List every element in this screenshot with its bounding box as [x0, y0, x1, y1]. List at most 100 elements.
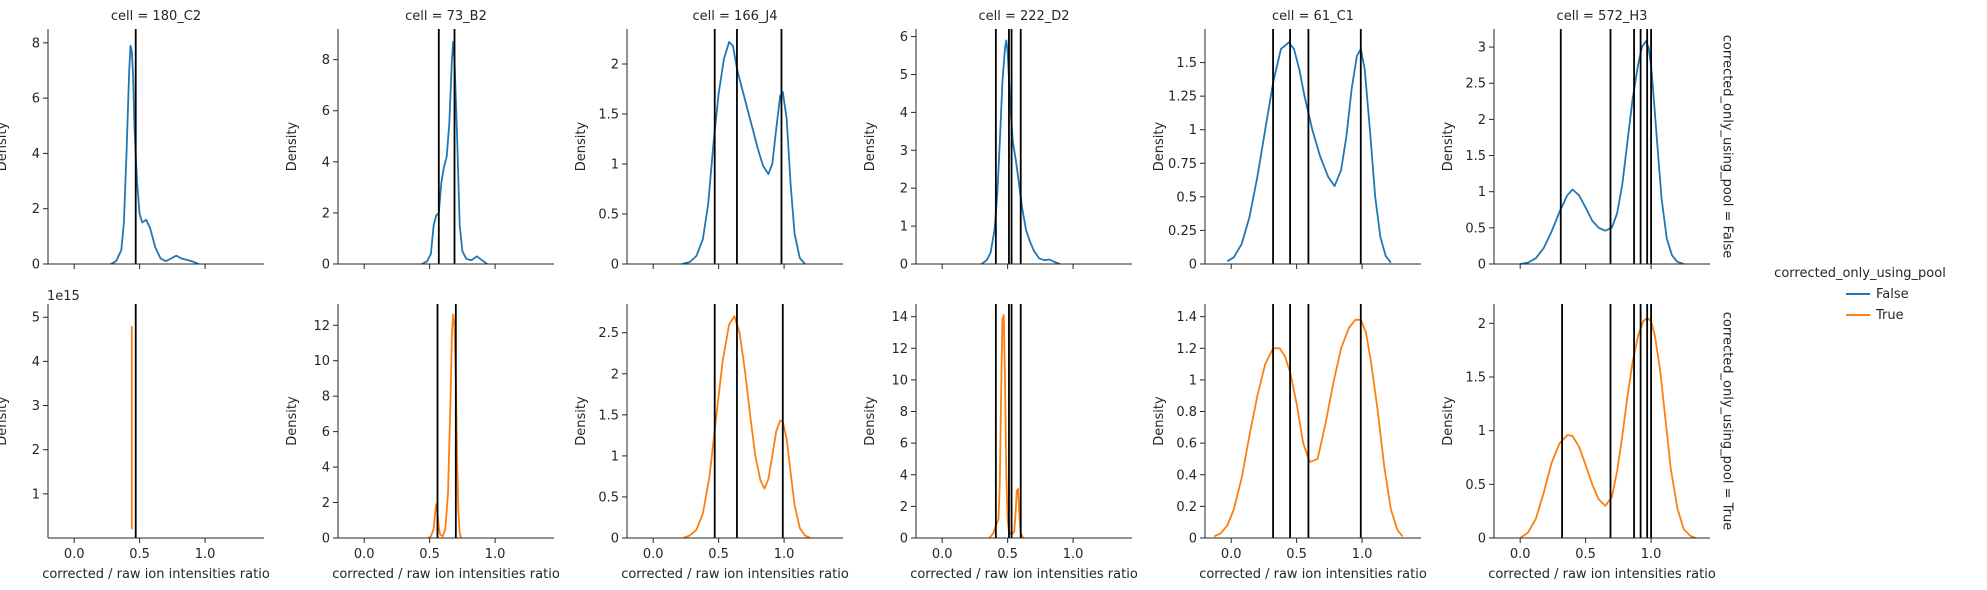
y-tick-label: 12	[313, 319, 330, 334]
y-tick-label: 4	[322, 461, 330, 476]
y-axis-label: Density	[285, 121, 300, 171]
y-tick-label: 5	[900, 68, 908, 83]
x-tick-label: 1.0	[485, 547, 506, 562]
y-tick-label: 0.5	[1176, 190, 1197, 205]
kde-curve-true	[1519, 317, 1696, 539]
y-tick-label: 2	[32, 202, 40, 217]
y-tick-label: 8	[900, 405, 908, 420]
y-axis-label: Density	[0, 396, 10, 446]
legend-label-false: False	[1876, 287, 1909, 302]
panel-61_C1-row0: cell = 61_C1 0 0.25 0.5 0.75 1 1.25 1.5 Density	[1152, 9, 1421, 273]
kde-curve-false	[110, 44, 199, 265]
y-tick-label: 0	[1189, 258, 1197, 273]
y-tick-label: 0.5	[598, 490, 619, 505]
y-tick-label: 1.4	[1176, 310, 1197, 325]
y-tick-label: 4	[322, 155, 330, 170]
y-tick-label: 6	[322, 425, 330, 440]
y-tick-label: 2	[900, 500, 908, 515]
y-tick-label: 2.5	[598, 326, 619, 341]
y-tick-label: 4	[32, 147, 40, 162]
y-tick-label: 0	[611, 532, 619, 547]
y-tick-label: 1	[32, 487, 40, 502]
y-tick-label: 1	[611, 449, 619, 464]
y-tick-label: 0.75	[1168, 157, 1197, 172]
y-tick-label: 1.2	[1176, 342, 1197, 357]
panel-222_D2-row1: 0 2 4 6 8 10 12 14 Density 0.0 0.5 1.0 corrected / r…	[863, 304, 1138, 582]
panel-166_J4-row0: cell = 166_J4 0 0.5 1 1.5 2 Density	[574, 9, 843, 273]
y-tick-label: 2	[1478, 317, 1486, 332]
x-tick-label: 0.5	[708, 547, 729, 562]
y-axis-label: Density	[1441, 396, 1456, 446]
y-tick-label: 1	[900, 220, 908, 235]
y-tick-label: 12	[891, 342, 908, 357]
row-label-0: corrected_only_using_pool = False	[1720, 35, 1735, 258]
y-tick-label: 10	[891, 373, 908, 388]
y-tick-label: 0	[611, 258, 619, 273]
panel-title: cell = 222_D2	[978, 9, 1069, 24]
row-label-1: corrected_only_using_pool = True	[1720, 312, 1735, 530]
kde-curve-true	[1213, 318, 1404, 538]
x-tick-label: 1.0	[1352, 547, 1373, 562]
x-axis-label: corrected / raw ion intensities ratio	[42, 567, 270, 582]
y-tick-label: 0.5	[598, 208, 619, 223]
panel-166_J4-row1: 0 0.5 1 1.5 2 2.5 Density 0.0 0.5 1.0 corrected / …	[574, 304, 849, 582]
y-tick-label: 0	[1478, 532, 1486, 547]
y-tick-label: 1.5	[598, 108, 619, 123]
x-tick-label: 1.0	[195, 547, 216, 562]
y-tick-label: 0	[32, 258, 40, 273]
legend-label-true: True	[1875, 308, 1904, 323]
y-tick-label: 8	[322, 53, 330, 68]
panel-180_C2-row1: 1 2 3 4 5 1e15 Density 0.0 0.5 1.0 corrected / raw…	[0, 289, 270, 582]
y-tick-label: 2	[611, 58, 619, 73]
kde-curve-false	[421, 40, 488, 265]
facet-panels: corrected_only_using_pool = False correct…	[0, 9, 1735, 582]
y-tick-label: 5	[32, 311, 40, 326]
x-tick-label: 0.0	[64, 547, 85, 562]
y-tick-label: 0.8	[1176, 405, 1197, 420]
y-tick-label: 0	[322, 258, 330, 273]
panel-title: cell = 572_H3	[1557, 9, 1648, 24]
y-tick-label: 0.5	[1465, 478, 1486, 493]
y-tick-label: 3	[32, 399, 40, 414]
legend-title: corrected_only_using_pool	[1774, 266, 1946, 281]
y-tick-label: 0	[1478, 258, 1486, 273]
x-axis-label: corrected / raw ion intensities ratio	[1199, 567, 1427, 582]
y-offset-label: 1e15	[47, 289, 80, 304]
y-tick-label: 0.4	[1176, 468, 1197, 483]
y-tick-label: 0.6	[1176, 437, 1197, 452]
y-axis-label: Density	[574, 121, 589, 171]
y-axis-label: Density	[285, 396, 300, 446]
y-tick-label: 0.2	[1176, 500, 1197, 515]
y-axis-label: Density	[1441, 121, 1456, 171]
x-tick-label: 1.0	[1063, 547, 1084, 562]
panel-572_H3-row1: 0 0.5 1 1.5 2 Density 0.0 0.5 1.0 corrected / raw…	[1441, 304, 1716, 582]
panel-572_H3-row0: cell = 572_H3 0 0.5 1 1.5 2 2.5 3 Density	[1441, 9, 1710, 273]
y-tick-label: 1.5	[1465, 370, 1486, 385]
x-tick-label: 0.5	[419, 547, 440, 562]
x-tick-label: 1.0	[774, 547, 795, 562]
y-tick-label: 0	[900, 532, 908, 547]
kde-curve-false	[1226, 41, 1392, 264]
y-axis-label: Density	[863, 396, 878, 446]
panel-180_C2-row0: cell = 180_C2 0 2 4 6 8 Density	[0, 9, 264, 273]
x-tick-label: 0.0	[1221, 547, 1242, 562]
y-tick-label: 2	[322, 496, 330, 511]
kde-curve-true	[988, 314, 1025, 539]
x-tick-label: 0.0	[932, 547, 953, 562]
y-tick-label: 8	[322, 390, 330, 405]
y-tick-label: 1	[611, 158, 619, 173]
kde-curve-true	[427, 313, 462, 539]
kde-curve-false	[681, 41, 806, 265]
y-axis-label: Density	[574, 396, 589, 446]
y-tick-label: 1.5	[1465, 149, 1486, 164]
y-tick-label: 1	[1189, 373, 1197, 388]
y-tick-label: 4	[32, 355, 40, 370]
x-tick-label: 0.0	[1510, 547, 1531, 562]
y-tick-label: 1	[1478, 424, 1486, 439]
y-tick-label: 2	[611, 367, 619, 382]
panel-61_C1-row1: 0 0.2 0.4 0.6 0.8 1 1.2 1.4 Density 0.0 0.5 1.0 corr…	[1152, 304, 1427, 582]
panel-title: cell = 73_B2	[405, 9, 487, 24]
y-tick-label: 10	[313, 354, 330, 369]
y-tick-label: 4	[900, 468, 908, 483]
panel-222_D2-row0: cell = 222_D2 0 1 2 3 4 5 6 Density	[863, 9, 1132, 273]
